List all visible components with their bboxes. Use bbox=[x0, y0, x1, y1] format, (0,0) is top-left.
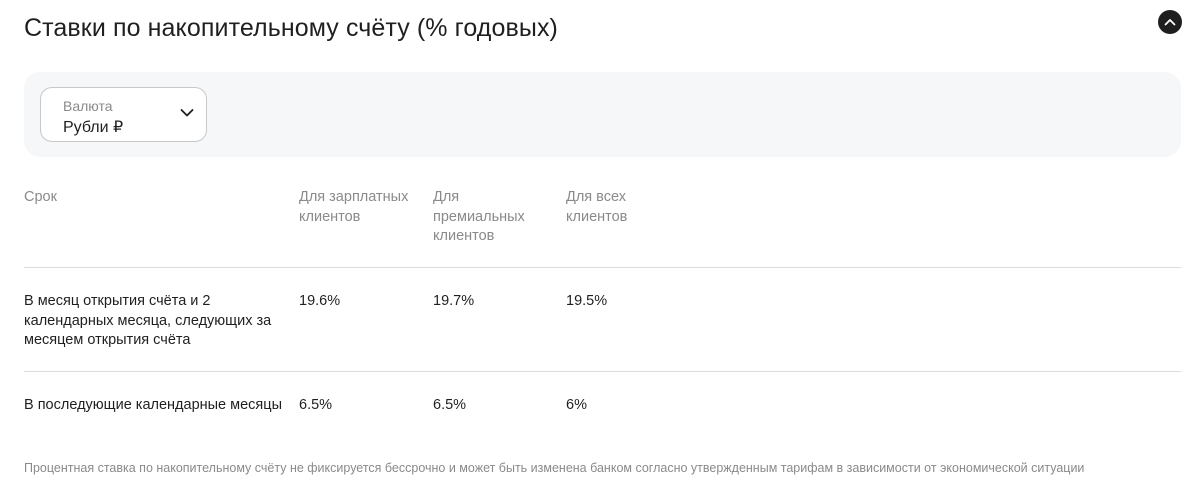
section-title: Ставки по накопительному счёту (% годовы… bbox=[24, 14, 558, 42]
column-header-salary: Для зарплатных клиентов bbox=[299, 189, 409, 225]
row-divider bbox=[24, 267, 1181, 268]
rate-salary: 6.5% bbox=[299, 397, 333, 413]
collapse-button[interactable] bbox=[1158, 10, 1182, 34]
currency-select[interactable]: Валюта Рубли ₽ bbox=[40, 87, 207, 142]
column-header-all: Для всех клиентов bbox=[566, 189, 628, 225]
row-term: В месяц открытия счёта и 2 календарных м… bbox=[24, 293, 272, 348]
row-term: В последующие календарные месяцы bbox=[24, 397, 283, 413]
rate-all: 6% bbox=[566, 397, 587, 413]
filter-panel: Валюта Рубли ₽ bbox=[24, 72, 1181, 157]
currency-select-value: Рубли ₽ bbox=[63, 119, 124, 136]
rate-salary: 19.6% bbox=[299, 293, 341, 309]
rate-all: 19.5% bbox=[566, 293, 608, 309]
row-divider bbox=[24, 371, 1181, 372]
rates-footnote: Процентная ставка по накопительному счёт… bbox=[24, 461, 1085, 475]
column-header-premium: Для премиальных клиентов bbox=[433, 189, 525, 244]
chevron-up-icon bbox=[1164, 19, 1176, 26]
rate-premium: 6.5% bbox=[433, 397, 467, 413]
currency-select-label: Валюта bbox=[63, 98, 113, 114]
chevron-down-icon bbox=[180, 109, 194, 117]
rate-premium: 19.7% bbox=[433, 293, 475, 309]
column-header-term: Срок bbox=[24, 189, 57, 205]
